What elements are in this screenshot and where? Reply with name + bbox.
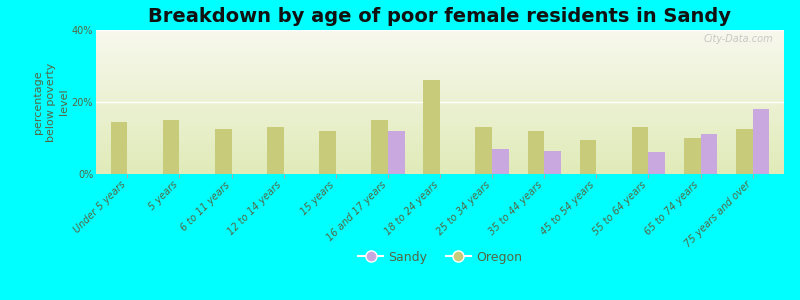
Bar [162, 120, 179, 174]
Title: Breakdown by age of poor female residents in Sandy: Breakdown by age of poor female resident… [149, 7, 731, 26]
Bar [267, 127, 284, 174]
Bar [580, 140, 596, 174]
Bar [632, 127, 649, 174]
Bar [527, 131, 544, 174]
Bar [684, 138, 701, 174]
Bar [423, 80, 440, 174]
Bar [736, 129, 753, 174]
Bar [701, 134, 718, 174]
Bar [388, 131, 405, 174]
Legend: Sandy, Oregon: Sandy, Oregon [353, 245, 527, 268]
Bar [215, 129, 231, 174]
Bar [544, 151, 561, 174]
Bar [649, 152, 665, 174]
Bar [475, 127, 492, 174]
Bar [319, 131, 336, 174]
Y-axis label: percentage
below poverty
level: percentage below poverty level [33, 62, 69, 142]
Bar [753, 109, 770, 174]
Bar [371, 120, 388, 174]
Bar [110, 122, 127, 174]
Bar [492, 149, 509, 174]
Text: City-Data.com: City-Data.com [704, 34, 774, 44]
